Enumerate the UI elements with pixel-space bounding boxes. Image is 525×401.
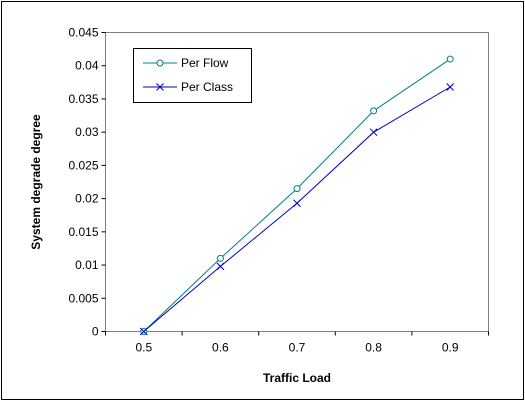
x-tick-label: 0.7 — [289, 341, 306, 355]
data-point-per-class — [216, 262, 225, 271]
data-point-per-flow — [446, 55, 454, 63]
data-point-per-flow — [216, 254, 224, 262]
legend-label-per-class: Per Class — [181, 80, 233, 94]
y-tick-label: 0.03 — [75, 125, 99, 139]
data-point-per-class — [369, 128, 378, 137]
legend-marker-per-class — [156, 83, 164, 91]
data-point-per-flow — [293, 185, 301, 193]
y-tick-label: 0.035 — [68, 92, 98, 106]
y-tick-label: 0.005 — [68, 291, 98, 305]
series-layer — [139, 55, 455, 336]
y-tick-label: 0 — [92, 325, 99, 339]
y-tick-label: 0.01 — [75, 258, 99, 272]
y-tick-label: 0.02 — [75, 192, 99, 206]
y-tick-label: 0.045 — [68, 26, 98, 40]
x-tick-label: 0.8 — [365, 341, 382, 355]
data-point-per-flow — [370, 107, 378, 115]
x-tick-label: 0.6 — [212, 341, 229, 355]
y-axis-ticks: 0 0.005 0.01 0.015 0.02 0.025 0.03 0.035 0.04 0.0… — [68, 26, 106, 339]
legend: Per Flow Per Class — [133, 48, 252, 103]
data-point-per-class — [293, 199, 301, 208]
legend-label-per-flow: Per Flow — [181, 56, 229, 70]
data-point-per-class — [446, 83, 455, 91]
legend-box — [133, 48, 252, 103]
x-tick-label: 0.9 — [442, 341, 459, 355]
x-axis-title: Traffic Load — [263, 371, 331, 385]
y-tick-label: 0.015 — [68, 225, 98, 239]
x-axis-ticks: 0.5 0.6 0.7 0.8 0.9 — [105, 331, 489, 355]
x-tick-label: 0.5 — [135, 341, 152, 355]
y-tick-label: 0.04 — [75, 59, 99, 73]
data-point-per-class — [139, 327, 148, 336]
y-tick-label: 0.025 — [68, 158, 98, 172]
legend-marker-per-flow — [156, 59, 164, 67]
y-axis-title: System degrade degree — [29, 114, 43, 250]
